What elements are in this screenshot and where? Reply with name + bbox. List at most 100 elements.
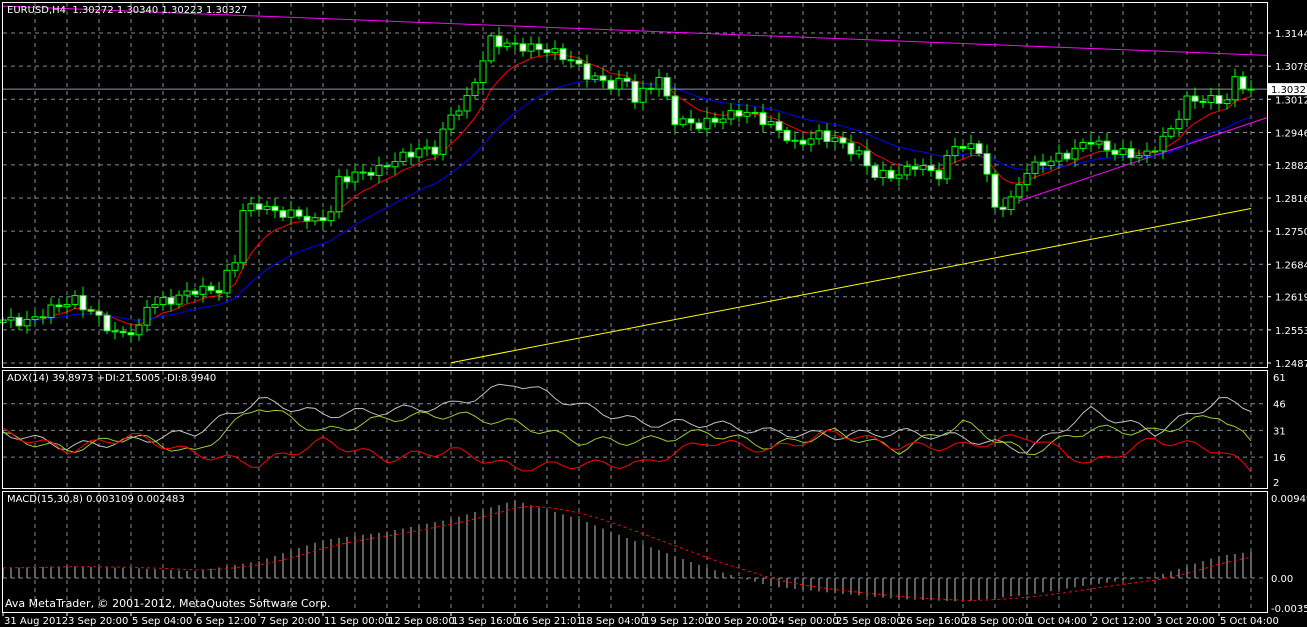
candle-body xyxy=(591,75,599,80)
candle-body xyxy=(23,318,31,327)
candle-body xyxy=(47,304,55,318)
candle-body xyxy=(615,77,623,90)
candle xyxy=(703,109,711,137)
candle xyxy=(815,124,823,145)
candle xyxy=(807,130,815,152)
price-panel[interactable] xyxy=(0,5,1268,364)
candle-body xyxy=(399,151,407,163)
candle xyxy=(359,163,367,180)
time-tick-label: 16 Sep 21:01 xyxy=(516,616,583,627)
candle-body xyxy=(631,80,639,103)
candle xyxy=(1223,93,1231,110)
candle-body xyxy=(1103,140,1111,151)
candle xyxy=(7,308,15,329)
candle-body xyxy=(351,171,359,183)
candle-body xyxy=(687,118,695,124)
candle xyxy=(919,158,927,176)
macd-panel[interactable] xyxy=(2,500,1252,602)
candle-body xyxy=(599,75,607,81)
candle xyxy=(175,290,183,309)
candle-body xyxy=(831,137,839,143)
candle-body xyxy=(1159,135,1167,152)
macd-tick-label: -0.00354 xyxy=(1271,604,1307,615)
candle-body xyxy=(1031,161,1039,174)
time-tick-label: 11 Sep 00:00 xyxy=(324,616,391,627)
candle-body xyxy=(1183,95,1191,120)
candle xyxy=(295,206,303,220)
candle xyxy=(79,286,87,318)
candle-body xyxy=(159,297,167,306)
candle xyxy=(1191,87,1199,109)
adx-tick-label: 46 xyxy=(1273,400,1286,411)
candle-body xyxy=(727,110,735,120)
candle xyxy=(463,86,471,119)
candle-body xyxy=(183,290,191,296)
candle-body xyxy=(1247,88,1255,91)
price-tick-label: 1.26195 xyxy=(1275,293,1307,304)
price-tick-label: 1.31445 xyxy=(1275,29,1307,40)
candle-body xyxy=(311,217,319,222)
candle-body xyxy=(231,262,239,271)
candle xyxy=(895,166,903,187)
candle xyxy=(855,146,863,159)
candle xyxy=(831,130,839,149)
candle-body xyxy=(1119,148,1127,156)
candle-body xyxy=(271,205,279,212)
candle xyxy=(1047,156,1055,171)
candle-body xyxy=(263,205,271,210)
candle-body xyxy=(167,297,175,305)
candle xyxy=(167,289,175,312)
slow-moving-average xyxy=(2,80,1252,321)
candle-body xyxy=(223,269,231,294)
candle-body xyxy=(559,48,567,61)
candle-body xyxy=(919,165,927,170)
candle-body xyxy=(895,174,903,179)
candle-body xyxy=(999,206,1007,211)
candle-body xyxy=(935,169,943,180)
candle-body xyxy=(527,43,535,52)
candle-body xyxy=(295,209,303,217)
adx-panel[interactable] xyxy=(2,383,1252,473)
candle-body xyxy=(143,306,151,326)
candle xyxy=(615,70,623,97)
candle-body xyxy=(71,295,79,305)
candle-body xyxy=(455,110,463,116)
candle xyxy=(1215,88,1223,111)
candle xyxy=(511,34,519,52)
candle xyxy=(911,158,919,177)
candle-body xyxy=(1055,152,1063,162)
candle-body xyxy=(1223,99,1231,105)
candle xyxy=(39,308,47,325)
candle xyxy=(551,40,559,61)
time-tick-label: 26 Sep 16:00 xyxy=(900,616,967,627)
candle xyxy=(519,37,527,57)
candle-body xyxy=(431,146,439,155)
candle xyxy=(215,281,223,301)
trendline xyxy=(2,5,1268,56)
candle-body xyxy=(975,143,983,155)
candle xyxy=(591,72,599,83)
candle xyxy=(383,162,391,170)
candle xyxy=(1023,165,1031,192)
candle xyxy=(535,36,543,57)
candle xyxy=(719,111,727,130)
candle-body xyxy=(1039,161,1047,167)
trendline xyxy=(1018,117,1268,202)
candle xyxy=(887,166,895,183)
candle-body xyxy=(439,128,447,155)
candle-body xyxy=(655,76,663,90)
candle-body xyxy=(959,145,967,149)
candle xyxy=(567,50,575,69)
candle xyxy=(791,131,799,149)
candle xyxy=(679,115,687,128)
candle-body xyxy=(823,130,831,143)
candle xyxy=(687,109,695,132)
candle-body xyxy=(1167,128,1175,137)
candle xyxy=(95,302,103,324)
candle xyxy=(151,296,159,315)
candle xyxy=(671,87,679,133)
time-tick-label: 24 Sep 00:00 xyxy=(772,616,839,627)
candle xyxy=(23,310,31,334)
candle xyxy=(31,310,39,325)
